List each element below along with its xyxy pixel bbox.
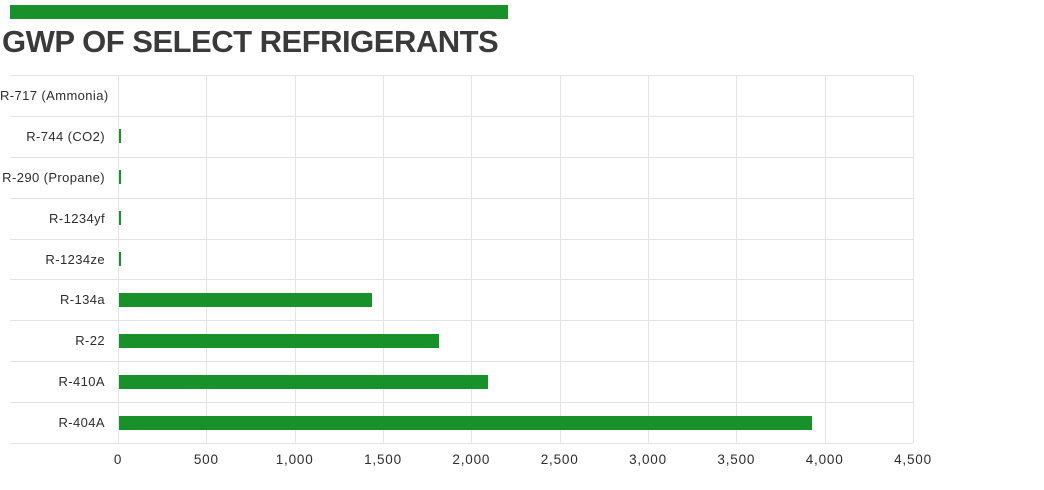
title-accent-bar (10, 5, 508, 19)
vertical-gridline (118, 75, 119, 443)
horizontal-gridline (10, 320, 913, 322)
bar-r-290-propane (119, 170, 121, 185)
chart-title: GWP OF SELECT REFRIGERANTS (2, 24, 499, 59)
horizontal-gridline (10, 75, 913, 76)
vertical-gridline (913, 75, 914, 443)
horizontal-gridline (10, 156, 913, 158)
category-label: R-717 (Ammonia) (0, 87, 109, 103)
bar-r-22 (119, 333, 439, 348)
category-label: R-1234yf (49, 210, 105, 226)
category-label: R-404A (58, 415, 105, 431)
horizontal-gridline (10, 115, 913, 117)
category-label: R-134a (59, 292, 105, 308)
bar-r-410a (119, 374, 488, 389)
horizontal-gridline (10, 197, 913, 199)
category-label: R-22 (75, 333, 105, 349)
bar-chart: R-717 (Ammonia) R-744 (CO2) R-290 (Propane… (0, 70, 1044, 490)
bar-r-744-co2 (119, 129, 121, 144)
x-axis-tick-label: 1,500 (364, 452, 402, 467)
x-axis-tick-label: 3,000 (629, 452, 667, 467)
horizontal-gridline (10, 279, 913, 281)
horizontal-gridline (10, 402, 913, 404)
bar-r-404a (119, 415, 812, 430)
horizontal-gridline (10, 443, 913, 444)
horizontal-gridline (10, 238, 913, 240)
x-axis-tick-label: 2,500 (540, 452, 579, 467)
x-axis-tick-label: 2,000 (452, 452, 491, 467)
vertical-gridline (206, 75, 208, 443)
vertical-gridline (471, 75, 473, 443)
vertical-gridline (294, 75, 296, 443)
x-axis-tick-label: 3,500 (717, 452, 756, 467)
x-axis-tick-label: 1,000 (275, 452, 314, 467)
bar-r-1234ze (119, 252, 121, 266)
vertical-gridline (648, 75, 649, 443)
x-axis-tick-label: 4,000 (805, 452, 844, 467)
x-axis-tick-label: 500 (193, 452, 219, 467)
category-label: R-1234ze (45, 251, 105, 267)
bar-r-1234yf (119, 211, 121, 226)
bar-r-134a (119, 292, 372, 307)
category-label: R-744 (CO2) (26, 128, 105, 144)
x-axis-tick-label: 4,500 (894, 452, 932, 467)
x-axis-tick-label: 0 (113, 452, 123, 467)
horizontal-gridline (10, 361, 913, 363)
vertical-gridline (559, 75, 561, 443)
vertical-gridline (824, 75, 826, 443)
vertical-gridline (383, 75, 384, 443)
category-label: R-410A (58, 374, 105, 390)
vertical-gridline (736, 75, 738, 443)
category-label: R-290 (Propane) (2, 169, 105, 185)
